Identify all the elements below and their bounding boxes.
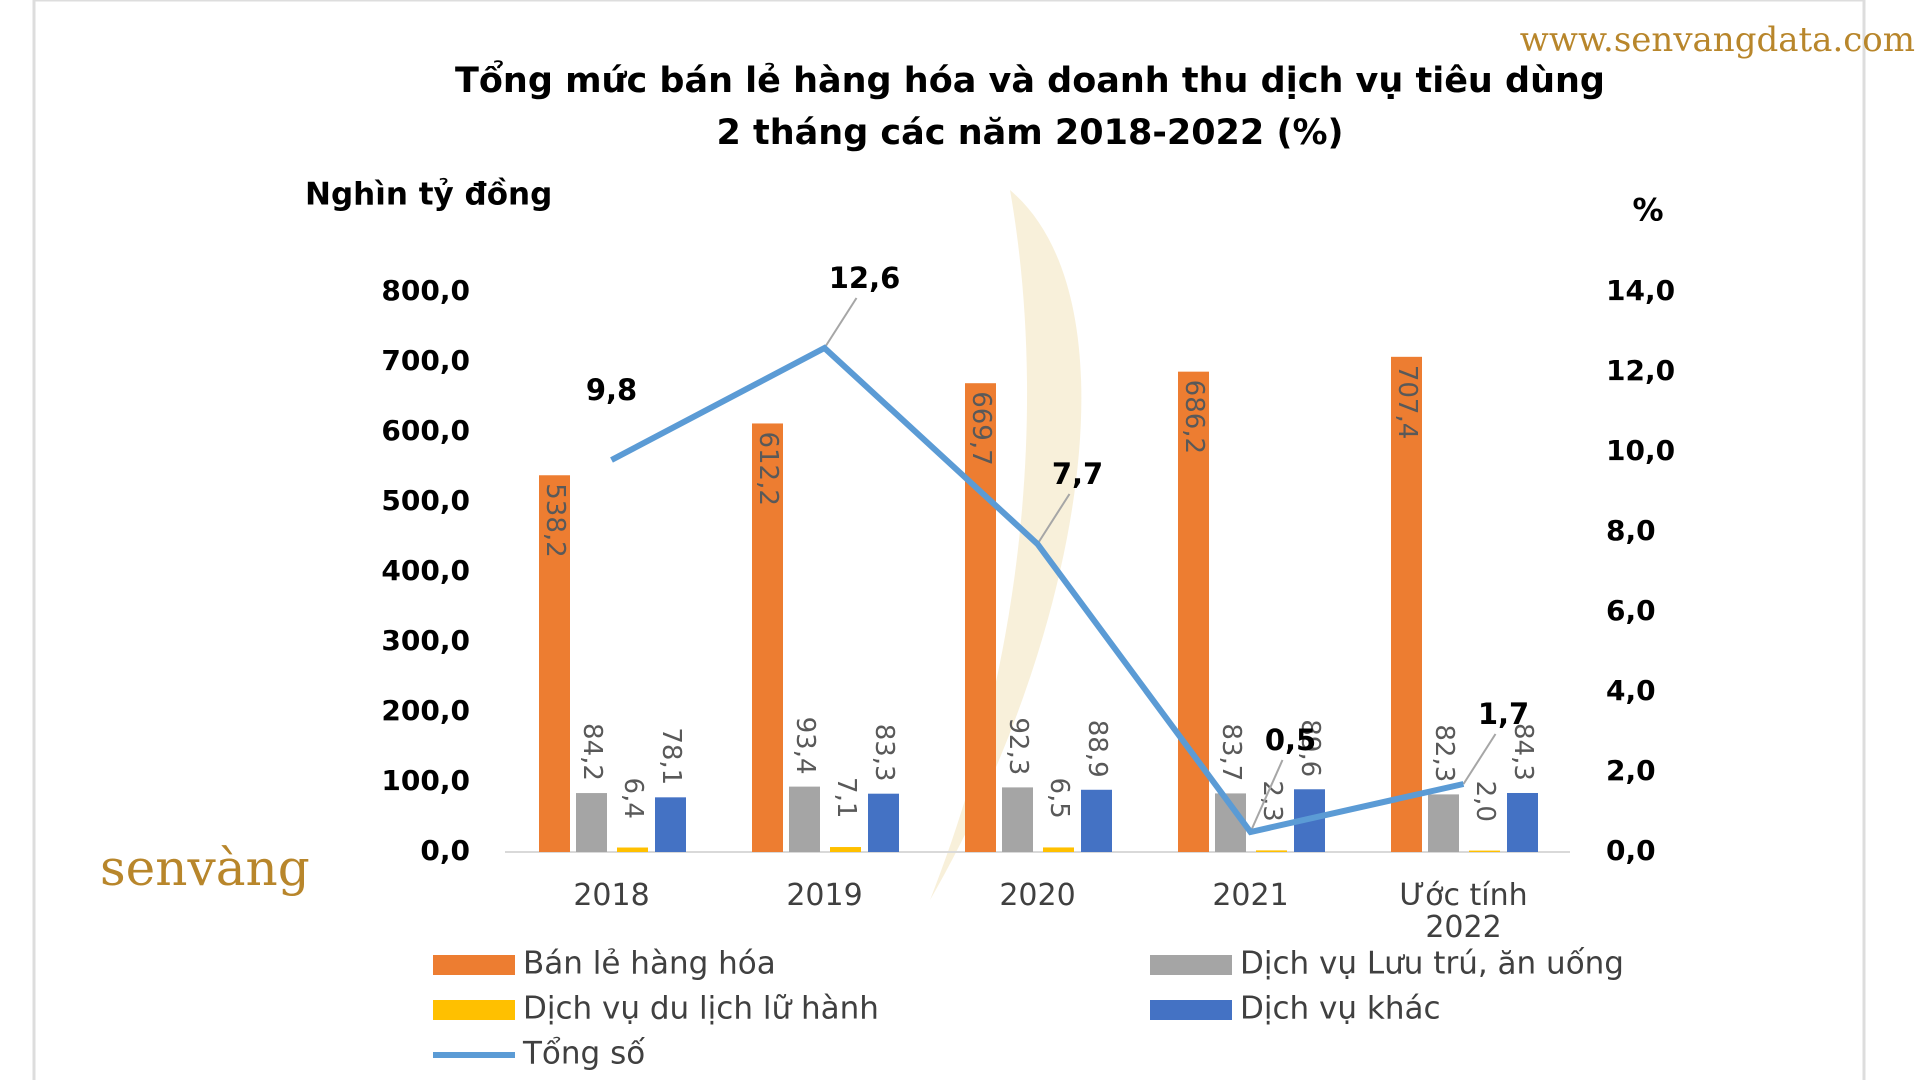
legend-swatch	[433, 1000, 515, 1020]
value-label: 2,3	[1257, 780, 1287, 821]
leader-line	[1462, 733, 1497, 785]
bar	[1081, 789, 1112, 852]
value-label: 88,9	[1082, 720, 1112, 778]
chart-title: Tổng mức bán lẻ hàng hóa và doanh thu dị…	[455, 59, 1605, 101]
value-label: 6,5	[1044, 777, 1074, 818]
x-tick-label-box: 2020	[999, 880, 1076, 913]
y2-tick-label: 6,0	[1606, 594, 1656, 627]
x-tick-label-box: 2019	[786, 880, 863, 913]
value-label: 6,4	[618, 778, 648, 819]
leader-line	[1249, 759, 1284, 833]
legend-label: Tổng số	[522, 1036, 645, 1072]
value-label: 82,3	[1429, 724, 1459, 782]
y2-tick-label: 10,0	[1606, 434, 1675, 467]
line-label: 12,6	[829, 261, 901, 295]
y2-tick-label: 8,0	[1606, 514, 1656, 547]
bar	[752, 423, 783, 852]
x-tick-label-box: 2018	[573, 880, 650, 913]
value-label: 83,7	[1216, 723, 1246, 781]
x-tick-label: 2019	[786, 880, 863, 913]
frame	[32, 0, 1866, 1080]
bar	[1002, 787, 1033, 852]
bar	[539, 475, 570, 852]
bar	[789, 786, 820, 852]
y-tick-label: 200,0	[381, 694, 470, 727]
watermark-shape	[930, 190, 1082, 900]
value-label: 7,1	[831, 777, 861, 818]
value-label: 2,0	[1470, 781, 1500, 822]
y2-tick-label: 12,0	[1606, 354, 1675, 387]
y-tick-label: 500,0	[381, 484, 470, 517]
line	[610, 344, 1465, 836]
bar	[576, 793, 607, 852]
value-label: 84,2	[577, 723, 607, 781]
value-label: 83,3	[869, 724, 899, 782]
value-label: 84,3	[1508, 723, 1538, 781]
x-tick-label: 2018	[573, 880, 650, 913]
chart-title: 2 tháng các năm 2018-2022 (%)	[716, 113, 1343, 153]
value-label: 686,2	[1179, 380, 1209, 454]
x-tick-label-box: Ước tính 2022	[1399, 880, 1528, 945]
bar	[1391, 356, 1422, 852]
y2-tick-label: 0,0	[1606, 834, 1656, 867]
y-tick-label: 100,0	[381, 764, 470, 797]
line-label: 7,7	[1052, 457, 1103, 491]
value-label: 612,2	[753, 431, 783, 505]
line-label: 1,7	[1478, 697, 1529, 731]
bar	[965, 383, 996, 852]
legend-label: Bán lẻ hàng hóa	[523, 946, 776, 982]
bar	[1256, 850, 1287, 852]
watermark: www.senvangdata.com	[1520, 20, 1915, 60]
bar	[655, 797, 686, 852]
y2-axis-title: %	[1632, 193, 1663, 229]
x-tick-label: Ước tính 2022	[1399, 880, 1528, 945]
value-label: 669,7	[966, 391, 996, 465]
legend-swatch	[433, 955, 515, 975]
x-tick-label-box: 2021	[1212, 880, 1289, 913]
bar	[1469, 850, 1500, 852]
legend-label: Dịch vụ khác	[1240, 991, 1441, 1027]
logo: senvàng	[100, 839, 310, 897]
y-tick-label: 400,0	[381, 554, 470, 587]
y-tick-label: 0,0	[420, 834, 470, 867]
value-label: 89,6	[1295, 719, 1325, 777]
value-label: 707,4	[1392, 365, 1422, 439]
leader-line	[1036, 493, 1071, 545]
bar	[1428, 794, 1459, 852]
bar	[1507, 792, 1538, 852]
bar	[617, 847, 648, 852]
y-tick-label: 800,0	[381, 274, 470, 307]
y-axis-title: Nghìn tỷ đồng	[305, 177, 552, 213]
value-label: 538,2	[540, 483, 570, 557]
value-label: 78,1	[656, 727, 686, 785]
legend-swatch	[1150, 955, 1232, 975]
y2-tick-label: 2,0	[1606, 754, 1656, 787]
bar	[1043, 847, 1074, 852]
y2-tick-label: 14,0	[1606, 274, 1675, 307]
legend-label: Dịch vụ Lưu trú, ăn uống	[1240, 946, 1624, 982]
bar	[868, 793, 899, 852]
bar	[830, 847, 861, 852]
x-tick-label: 2020	[999, 880, 1076, 913]
leader-line	[823, 297, 858, 349]
line-label: 9,8	[586, 373, 637, 407]
value-label: 92,3	[1003, 717, 1033, 775]
y-tick-label: 300,0	[381, 624, 470, 657]
line-label: 0,5	[1265, 723, 1316, 757]
x-tick-label: 2021	[1212, 880, 1289, 913]
y2-tick-label: 4,0	[1606, 674, 1656, 707]
legend-label: Dịch vụ du lịch lữ hành	[523, 991, 879, 1027]
value-label: 93,4	[790, 717, 820, 775]
legend-swatch	[1150, 1000, 1232, 1020]
y-tick-label: 600,0	[381, 414, 470, 447]
y-tick-label: 700,0	[381, 344, 470, 377]
